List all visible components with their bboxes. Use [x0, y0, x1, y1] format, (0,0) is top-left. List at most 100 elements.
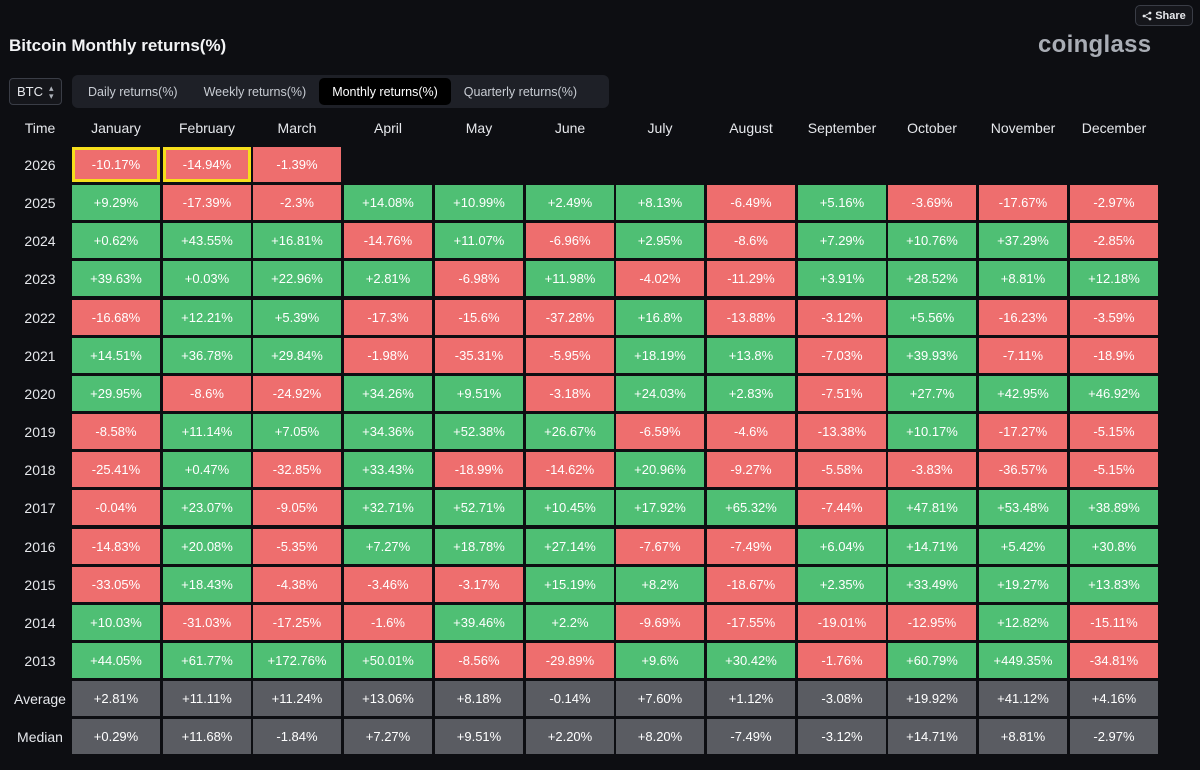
coin-selector[interactable]: BTC ▴ ▾	[9, 78, 62, 105]
return-cell: -14.62%	[526, 452, 614, 487]
return-cell: -8.6%	[707, 223, 795, 258]
return-cell: -5.15%	[1070, 452, 1158, 487]
tab-weekly-returns[interactable]: Weekly returns(%)	[203, 84, 307, 99]
return-cell: -3.46%	[344, 567, 432, 602]
return-cell: +34.36%	[344, 414, 432, 449]
return-cell: +2.49%	[526, 185, 614, 220]
return-cell: -36.57%	[979, 452, 1067, 487]
return-cell: +14.08%	[344, 185, 432, 220]
return-cell: -6.49%	[707, 185, 795, 220]
return-cell: -7.03%	[798, 338, 886, 373]
return-cell: -5.95%	[526, 338, 614, 373]
return-cell: -14.83%	[72, 529, 160, 564]
return-cell: +32.71%	[344, 490, 432, 525]
return-cell: -8.6%	[163, 376, 251, 411]
return-cell: -3.12%	[798, 300, 886, 335]
return-cell: +9.51%	[435, 376, 523, 411]
summary-row-label: Average	[14, 691, 66, 707]
summary-cell: +2.20%	[526, 719, 614, 754]
year-label: 2024	[24, 233, 56, 249]
return-cell: -15.6%	[435, 300, 523, 335]
return-cell: +26.67%	[526, 414, 614, 449]
return-cell: -1.76%	[798, 643, 886, 678]
return-cell: -14.76%	[344, 223, 432, 258]
return-cell: -1.39%	[253, 147, 341, 182]
return-cell: +19.27%	[979, 567, 1067, 602]
month-header: October	[907, 120, 957, 136]
return-cell: -3.83%	[888, 452, 976, 487]
return-cell: -6.96%	[526, 223, 614, 258]
return-cell: +0.03%	[163, 261, 251, 296]
summary-cell: +7.60%	[616, 681, 704, 716]
year-label: 2022	[24, 310, 56, 326]
summary-row-label: Median	[17, 729, 63, 745]
summary-cell: +8.18%	[435, 681, 523, 716]
tab-monthly-returns[interactable]: Monthly returns(%)	[319, 78, 451, 105]
share-button[interactable]: Share	[1135, 5, 1193, 26]
tab-daily-returns[interactable]: Daily returns(%)	[88, 84, 178, 99]
return-cell: +52.71%	[435, 490, 523, 525]
coinglass-logo: coinglass	[1038, 31, 1152, 58]
return-cell: -1.6%	[344, 605, 432, 640]
return-cell: +8.81%	[979, 261, 1067, 296]
return-cell: -5.15%	[1070, 414, 1158, 449]
summary-cell: +41.12%	[979, 681, 1067, 716]
year-label: 2013	[24, 653, 56, 669]
return-cell: -13.88%	[707, 300, 795, 335]
return-cell: +18.43%	[163, 567, 251, 602]
return-cell: -2.97%	[1070, 185, 1158, 220]
return-cell: +43.55%	[163, 223, 251, 258]
return-cell: +47.81%	[888, 490, 976, 525]
summary-cell: +2.81%	[72, 681, 160, 716]
return-cell: +9.29%	[72, 185, 160, 220]
return-cell: +0.62%	[72, 223, 160, 258]
year-label: 2014	[24, 615, 56, 631]
return-cell: +10.17%	[888, 414, 976, 449]
return-cell: +5.42%	[979, 529, 1067, 564]
summary-cell: +8.81%	[979, 719, 1067, 754]
year-label: 2020	[24, 386, 56, 402]
return-cell: +46.92%	[1070, 376, 1158, 411]
return-cell: +172.76%	[253, 643, 341, 678]
return-cell: -17.55%	[707, 605, 795, 640]
return-cell: -9.05%	[253, 490, 341, 525]
summary-cell: -1.84%	[253, 719, 341, 754]
return-cell: -9.69%	[616, 605, 704, 640]
return-cell: +52.38%	[435, 414, 523, 449]
time-column-header: Time	[24, 120, 56, 136]
return-cell: +7.27%	[344, 529, 432, 564]
tab-quarterly-returns[interactable]: Quarterly returns(%)	[463, 84, 578, 99]
month-header: September	[807, 120, 877, 136]
return-cell: +11.98%	[526, 261, 614, 296]
return-cell: -18.99%	[435, 452, 523, 487]
return-cell: -25.41%	[72, 452, 160, 487]
return-cell: +10.76%	[888, 223, 976, 258]
return-cell: -5.35%	[253, 529, 341, 564]
return-cell: +12.21%	[163, 300, 251, 335]
summary-cell: -3.12%	[798, 719, 886, 754]
return-cell: -4.38%	[253, 567, 341, 602]
return-cell: +449.35%	[979, 643, 1067, 678]
return-cell: -16.23%	[979, 300, 1067, 335]
return-cell: -17.25%	[253, 605, 341, 640]
return-cell: -16.68%	[72, 300, 160, 335]
return-cell: +6.04%	[798, 529, 886, 564]
return-cell: -35.31%	[435, 338, 523, 373]
return-cell: -7.44%	[798, 490, 886, 525]
return-cell: +28.52%	[888, 261, 976, 296]
return-cell: +38.89%	[1070, 490, 1158, 525]
summary-cell: +11.24%	[253, 681, 341, 716]
return-cell: -13.38%	[798, 414, 886, 449]
return-cell: +10.03%	[72, 605, 160, 640]
summary-cell: +4.16%	[1070, 681, 1158, 716]
return-cell: +37.29%	[979, 223, 1067, 258]
return-cell: +3.91%	[798, 261, 886, 296]
return-cell: +12.18%	[1070, 261, 1158, 296]
return-cell: +29.84%	[253, 338, 341, 373]
return-cell: -11.29%	[707, 261, 795, 296]
return-cell: +2.95%	[616, 223, 704, 258]
return-cell: +14.51%	[72, 338, 160, 373]
page-title: Bitcoin Monthly returns(%)	[9, 36, 227, 55]
summary-cell: +14.71%	[888, 719, 976, 754]
return-cell: -12.95%	[888, 605, 976, 640]
